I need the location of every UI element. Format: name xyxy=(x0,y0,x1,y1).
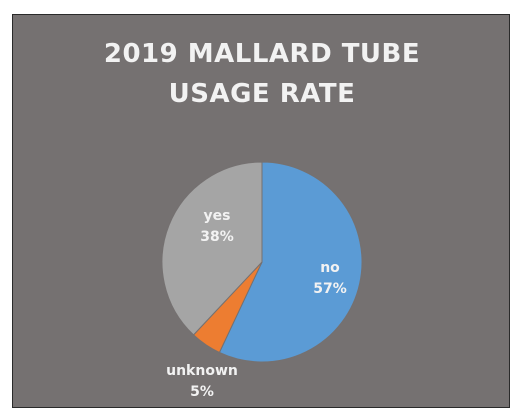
slice-category-label-no: no xyxy=(320,260,340,276)
chart-title-line-1: 2019 MALLARD TUBE xyxy=(103,39,421,69)
slice-value-label-unknown: 5% xyxy=(190,384,214,400)
slice-value-label-yes: 38% xyxy=(200,229,234,245)
slice-value-label-no: 57% xyxy=(313,281,347,297)
pie-slice-no xyxy=(218,161,363,363)
chart-title-line-2: USAGE RATE xyxy=(168,79,356,109)
slice-category-label-unknown: unknown xyxy=(166,363,238,379)
pie-slice-yes xyxy=(161,161,263,336)
slice-category-label-yes: yes xyxy=(204,208,231,224)
